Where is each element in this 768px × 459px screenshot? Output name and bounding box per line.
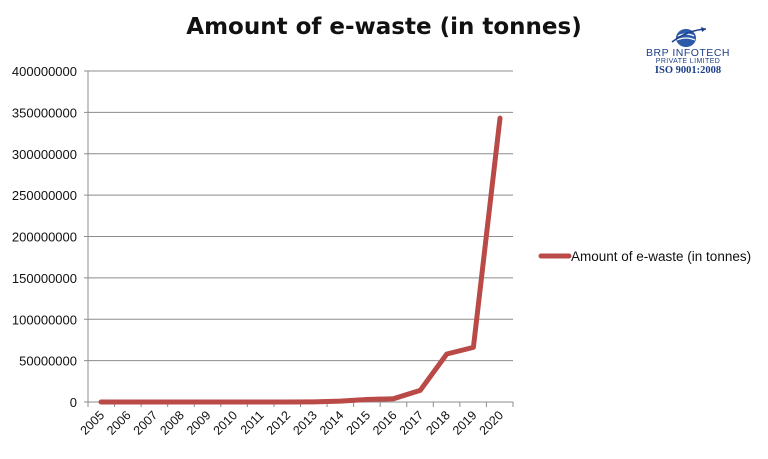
x-tick-label: 2007 xyxy=(131,408,161,438)
legend-label: Amount of e-waste (in tonnes) xyxy=(571,249,751,264)
x-tick-label: 2005 xyxy=(78,408,108,438)
x-tick-label: 2018 xyxy=(423,408,453,438)
series-layer xyxy=(98,115,503,405)
globe-icon xyxy=(671,27,707,47)
logo-certification: ISO 9001:2008 xyxy=(654,65,722,76)
company-logo: BRP INFOTECH PRIVATE LIMITED ISO 9001:20… xyxy=(630,26,746,86)
y-tick-label: 250000000 xyxy=(12,188,77,203)
x-tick-label: 2012 xyxy=(264,408,294,438)
x-tick-label: 2016 xyxy=(370,408,400,438)
logo-company-name: BRP INFOTECH xyxy=(646,47,730,59)
y-tick-label: 200000000 xyxy=(12,230,77,245)
logo-company-subtitle: PRIVATE LIMITED xyxy=(655,58,721,65)
x-tick-label: 2006 xyxy=(104,408,134,438)
series-line xyxy=(98,115,503,405)
y-axis: 0 50000000 100000000 150000000 200000000 2500… xyxy=(12,64,89,410)
chart-title: Amount of e-waste (in tonnes) xyxy=(186,14,582,40)
x-tick-label: 2010 xyxy=(211,408,241,438)
y-tick-label: 300000000 xyxy=(12,147,77,162)
y-tick-label: 100000000 xyxy=(12,312,77,327)
y-tick-label: 150000000 xyxy=(12,271,77,286)
y-tick-label: 400000000 xyxy=(12,64,77,79)
x-axis: 2005200620072008200920102011201220132014… xyxy=(78,402,514,438)
y-tick-label: 50000000 xyxy=(19,354,77,369)
x-tick-label: 2013 xyxy=(290,408,320,438)
x-tick-label: 2008 xyxy=(157,408,187,438)
x-tick-label: 2011 xyxy=(238,408,267,437)
x-tick-label: 2015 xyxy=(344,408,374,438)
x-tick-label: 2020 xyxy=(477,408,507,438)
x-tick-label: 2009 xyxy=(184,408,214,438)
legend: Amount of e-waste (in tonnes) xyxy=(538,249,751,264)
x-tick-label: 2014 xyxy=(317,408,347,438)
x-tick-label: 2019 xyxy=(450,408,480,438)
x-tick-label: 2017 xyxy=(397,408,427,438)
y-tick-label: 0 xyxy=(70,395,77,410)
y-tick-label: 350000000 xyxy=(12,105,77,120)
